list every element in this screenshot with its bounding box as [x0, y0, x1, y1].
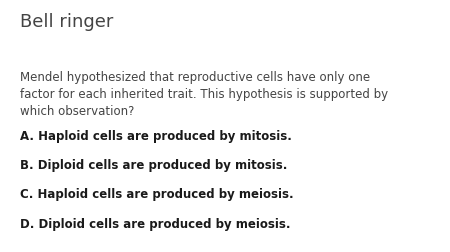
Text: D. Diploid cells are produced by meiosis.: D. Diploid cells are produced by meiosis… — [20, 217, 291, 230]
Text: A. Haploid cells are produced by mitosis.: A. Haploid cells are produced by mitosis… — [20, 130, 292, 143]
Text: C. Haploid cells are produced by meiosis.: C. Haploid cells are produced by meiosis… — [20, 188, 294, 201]
Text: Bell ringer: Bell ringer — [20, 13, 113, 30]
Text: B. Diploid cells are produced by mitosis.: B. Diploid cells are produced by mitosis… — [20, 159, 288, 172]
Text: Mendel hypothesized that reproductive cells have only one
factor for each inheri: Mendel hypothesized that reproductive ce… — [20, 71, 388, 117]
